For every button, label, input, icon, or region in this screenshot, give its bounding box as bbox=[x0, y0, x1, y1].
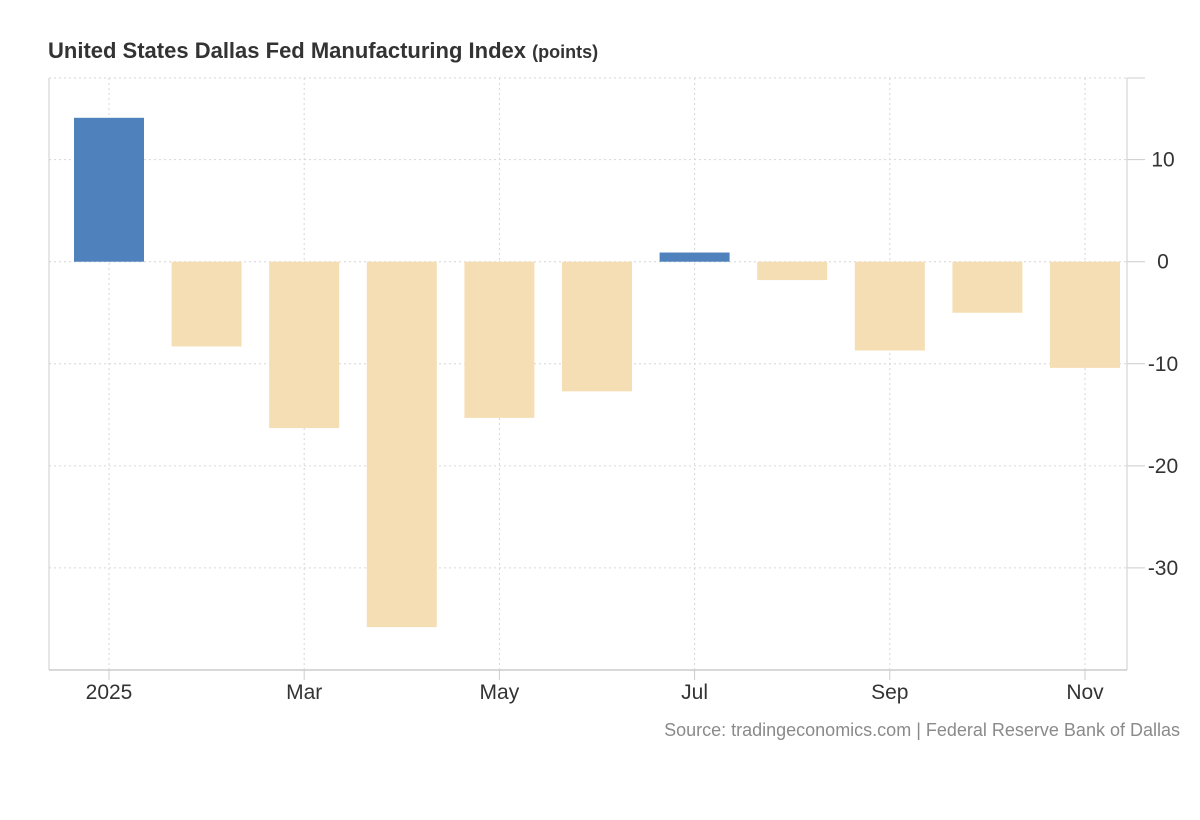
y-tick-label: -10 bbox=[1148, 353, 1178, 376]
bar-feb[interactable] bbox=[171, 261, 242, 347]
y-tick-label: 0 bbox=[1157, 251, 1169, 274]
chart-unit: (points) bbox=[532, 42, 599, 62]
x-tick-label: May bbox=[480, 681, 520, 704]
x-tick-label: 2025 bbox=[86, 681, 133, 704]
bar-may[interactable] bbox=[464, 261, 535, 418]
chart-title-text: United States Dallas Fed Manufacturing I… bbox=[48, 38, 526, 63]
y-tick-label: 10 bbox=[1151, 149, 1174, 172]
bar-aug[interactable] bbox=[757, 261, 828, 281]
bar-jul[interactable] bbox=[659, 252, 730, 262]
axes bbox=[48, 77, 1145, 680]
bar-apr[interactable] bbox=[366, 261, 437, 628]
bars bbox=[74, 117, 1120, 628]
y-tick-label: -20 bbox=[1148, 455, 1178, 478]
x-tick-label: Mar bbox=[286, 681, 322, 704]
bar-jun[interactable] bbox=[562, 261, 632, 392]
x-tick-label: Sep bbox=[871, 681, 908, 704]
bar-sep[interactable] bbox=[854, 261, 925, 351]
chart-title: United States Dallas Fed Manufacturing I… bbox=[48, 38, 598, 64]
bar-mar[interactable] bbox=[269, 261, 340, 429]
x-tick-label: Nov bbox=[1066, 681, 1104, 704]
bar-jan[interactable] bbox=[74, 117, 144, 262]
x-tick-label: Jul bbox=[681, 681, 708, 704]
y-tick-label: -30 bbox=[1148, 557, 1178, 580]
source-note: Source: tradingeconomics.com | Federal R… bbox=[664, 720, 1180, 740]
bar-oct[interactable] bbox=[952, 261, 1023, 313]
tick-labels: 10 0 -10 -20 -30 2025 Mar May Jul Sep Nov bbox=[86, 149, 1179, 704]
bar-nov[interactable] bbox=[1050, 261, 1120, 368]
